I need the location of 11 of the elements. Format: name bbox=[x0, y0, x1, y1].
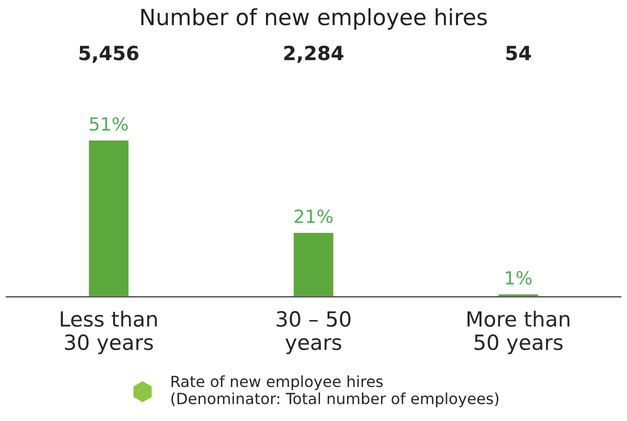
data-label: 21% bbox=[294, 209, 333, 224]
text: Rate of new employee hires (Denominator: Total number of employees) bbox=[171, 375, 498, 408]
text: 2,284 bbox=[284, 46, 344, 63]
data-label: 1% bbox=[506, 271, 532, 285]
x-tick-label: 30 – 50 years bbox=[276, 311, 350, 354]
chart-title: Number of new employee hires bbox=[141, 8, 487, 30]
text: 54 bbox=[506, 46, 531, 60]
x-tick-label: More than 50 years bbox=[468, 310, 570, 354]
text: 5,456 bbox=[79, 46, 138, 63]
x-tick-label: Less than 30 years bbox=[60, 310, 157, 354]
data-label: 51% bbox=[90, 117, 128, 131]
